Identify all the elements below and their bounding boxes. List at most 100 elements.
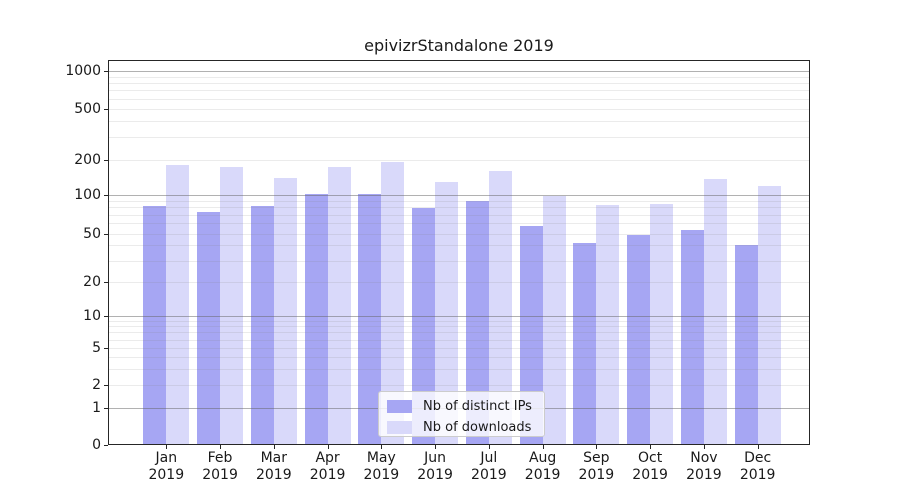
x-tick-aug bbox=[542, 445, 544, 449]
bar-nb-of-distinct-ips-jul bbox=[465, 201, 489, 445]
legend-swatch-downloads-icon bbox=[387, 420, 412, 434]
x-tick-label-oct: Oct 2019 bbox=[632, 450, 668, 483]
minor-gridline bbox=[108, 233, 810, 235]
bar-nb-of-distinct-ips-jun bbox=[412, 208, 436, 445]
minor-gridline bbox=[108, 368, 810, 370]
minor-gridline bbox=[108, 282, 810, 283]
minor-gridline bbox=[108, 260, 810, 262]
minor-gridline bbox=[108, 339, 810, 341]
x-tick-apr bbox=[327, 445, 329, 449]
y-tick-label-200: 200 bbox=[74, 152, 101, 168]
minor-gridline bbox=[108, 83, 810, 85]
y-tick-label-2: 2 bbox=[92, 377, 101, 393]
minor-gridline bbox=[108, 98, 810, 100]
x-tick-label-mar: Mar 2019 bbox=[255, 450, 292, 483]
minor-gridline bbox=[108, 207, 810, 209]
minor-gridline bbox=[108, 320, 810, 322]
y-tick-label-10: 10 bbox=[83, 308, 101, 324]
y-tick-label-500: 500 bbox=[74, 100, 101, 117]
bar-nb-of-downloads-jul bbox=[488, 171, 512, 445]
x-tick-oct bbox=[650, 445, 652, 449]
x-tick-jan bbox=[166, 445, 168, 449]
minor-gridline bbox=[108, 332, 810, 334]
minor-gridline bbox=[108, 326, 810, 328]
legend-item-downloads: Nb of downloads bbox=[387, 418, 535, 436]
bar-nb-of-downloads-sep bbox=[596, 205, 620, 445]
bar-nb-of-downloads-mar bbox=[273, 178, 297, 445]
minor-gridline bbox=[108, 200, 810, 202]
chart-title: epivizrStandalone 2019 bbox=[364, 36, 554, 55]
minor-gridline bbox=[108, 90, 810, 92]
legend-label-distinct-ips: Nb of distinct IPs bbox=[423, 398, 532, 414]
bar-nb-of-downloads-aug bbox=[542, 196, 566, 445]
bar-nb-of-distinct-ips-dec bbox=[734, 245, 758, 445]
y-tick-500 bbox=[104, 108, 108, 110]
y-tick-20 bbox=[104, 282, 108, 283]
x-tick-label-nov: Nov 2019 bbox=[686, 450, 722, 483]
bar-nb-of-distinct-ips-aug bbox=[519, 226, 543, 445]
y-tick-label-0: 0 bbox=[92, 436, 101, 453]
minor-gridline bbox=[108, 108, 810, 110]
legend-swatch-distinct-ips-icon bbox=[387, 399, 412, 413]
x-tick-label-sep: Sep 2019 bbox=[578, 450, 615, 483]
x-tick-label-feb: Feb 2019 bbox=[202, 450, 238, 483]
x-tick-jun bbox=[435, 445, 437, 449]
bar-nb-of-downloads-oct bbox=[650, 204, 674, 445]
major-gridline bbox=[108, 195, 810, 196]
legend: Nb of distinct IPs Nb of downloads bbox=[378, 391, 545, 437]
y-tick-100 bbox=[104, 195, 108, 196]
x-tick-label-aug: Aug 2019 bbox=[524, 450, 561, 483]
x-tick-jul bbox=[488, 445, 490, 449]
major-gridline bbox=[108, 316, 810, 317]
minor-gridline bbox=[108, 214, 810, 216]
bar-nb-of-distinct-ips-sep bbox=[573, 242, 597, 445]
bar-nb-of-distinct-ips-nov bbox=[680, 230, 704, 445]
x-tick-label-jul: Jul 2019 bbox=[471, 450, 507, 483]
bar-nb-of-distinct-ips-mar bbox=[250, 206, 274, 445]
y-tick-label-1: 1 bbox=[92, 400, 101, 416]
bar-nb-of-downloads-jan bbox=[166, 165, 190, 445]
y-tick-label-5: 5 bbox=[92, 340, 101, 356]
x-tick-label-jan: Jan 2019 bbox=[148, 450, 185, 483]
bar-nb-of-downloads-dec bbox=[757, 185, 781, 445]
x-tick-label-apr: Apr 2019 bbox=[309, 450, 346, 483]
y-tick-label-20: 20 bbox=[83, 274, 101, 290]
minor-gridline bbox=[108, 357, 810, 358]
bar-nb-of-distinct-ips-feb bbox=[197, 211, 221, 445]
y-tick-5 bbox=[104, 348, 108, 349]
x-tick-label-may: May 2019 bbox=[363, 450, 400, 483]
minor-gridline bbox=[108, 348, 810, 349]
minor-gridline bbox=[108, 245, 810, 247]
bar-nb-of-downloads-jun bbox=[435, 182, 459, 445]
bar-nb-of-downloads-nov bbox=[703, 178, 727, 445]
x-tick-dec bbox=[757, 445, 759, 449]
y-tick-1000 bbox=[104, 71, 108, 72]
minor-gridline bbox=[108, 76, 810, 78]
minor-gridline bbox=[108, 385, 810, 386]
y-tick-0 bbox=[104, 444, 108, 446]
y-tick-200 bbox=[104, 160, 108, 161]
y-tick-label-50: 50 bbox=[83, 225, 101, 242]
y-tick-label-100: 100 bbox=[74, 187, 101, 203]
x-tick-mar bbox=[273, 445, 275, 449]
x-tick-feb bbox=[220, 445, 222, 449]
bar-nb-of-distinct-ips-may bbox=[358, 194, 382, 445]
bar-nb-of-downloads-apr bbox=[327, 166, 351, 445]
major-gridline bbox=[108, 71, 810, 72]
legend-item-distinct-ips: Nb of distinct IPs bbox=[387, 397, 535, 415]
bar-nb-of-downloads-may bbox=[381, 162, 405, 445]
bar-nb-of-distinct-ips-jan bbox=[143, 206, 167, 445]
y-tick-50 bbox=[104, 233, 108, 235]
minor-gridline bbox=[108, 121, 810, 123]
minor-gridline bbox=[108, 223, 810, 225]
x-tick-label-jun: Jun 2019 bbox=[417, 450, 453, 483]
x-tick-may bbox=[381, 445, 383, 449]
bar-nb-of-distinct-ips-apr bbox=[304, 194, 328, 445]
y-tick-2 bbox=[104, 385, 108, 386]
minor-gridline bbox=[108, 137, 810, 139]
bar-nb-of-downloads-feb bbox=[220, 166, 244, 445]
x-tick-nov bbox=[703, 445, 705, 449]
y-tick-1 bbox=[104, 408, 108, 409]
plot-area bbox=[108, 60, 810, 445]
